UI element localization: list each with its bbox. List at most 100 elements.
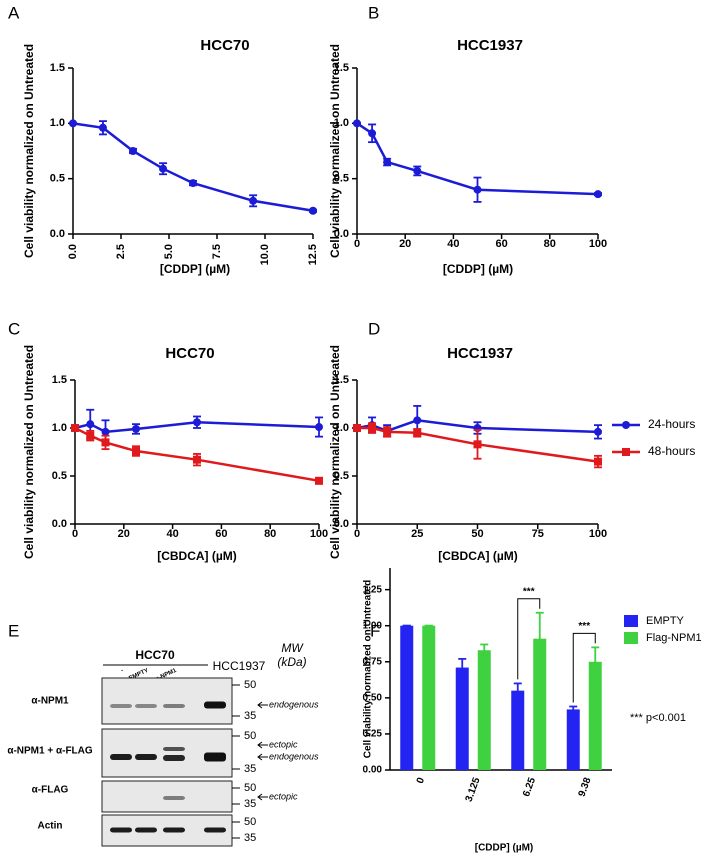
marker [132, 447, 140, 456]
row-label: α-NPM1 + α-FLAG [7, 746, 93, 757]
y-tick-label: 1.0 [334, 117, 349, 129]
x-tick-label: 100 [310, 528, 328, 540]
mw-marker: 35 [244, 763, 256, 775]
x-tick-label: 9.38 [577, 776, 594, 798]
marker [86, 431, 95, 440]
y-tick-label: 0.0 [52, 518, 67, 530]
x-tick-label: 50 [471, 528, 483, 540]
blot-band [204, 701, 226, 709]
legend-marker [622, 448, 630, 456]
y-tick-label: 0.0 [334, 518, 349, 530]
marker [353, 424, 361, 432]
error-bar [513, 682, 522, 699]
marker [315, 476, 323, 485]
marker [473, 185, 482, 194]
y-axis-label: Cell viability normalized on Untreated [328, 345, 342, 559]
mw-marker: 35 [244, 832, 256, 844]
lane-label: - [120, 668, 124, 674]
marker [69, 119, 77, 128]
y-tick-label: 0.5 [50, 173, 65, 185]
legend-label: EMPTY [646, 615, 685, 627]
row-label: α-NPM1 [31, 696, 69, 707]
x-tick-label: 0 [354, 238, 360, 250]
mw-marker: 50 [244, 782, 256, 794]
chart-title: HCC1937 [447, 345, 513, 362]
blot-band [163, 747, 185, 751]
y-axis-label: Cell viability normalized on Untreated [22, 44, 36, 258]
marker [413, 166, 422, 175]
marker [159, 164, 168, 173]
panel-letter: C [8, 319, 20, 338]
marker [383, 427, 392, 436]
note-arrow [257, 753, 268, 761]
marker [315, 423, 323, 432]
bar [422, 625, 436, 770]
blot-band [135, 754, 157, 760]
blot-band [110, 827, 132, 833]
series-line [72, 122, 314, 212]
blot-band [204, 752, 226, 762]
chart-title: HCC1937 [457, 37, 523, 54]
marker [413, 428, 422, 437]
y-tick-label: 1.5 [50, 62, 65, 74]
x-tick-label: 7.5 [211, 244, 223, 259]
error-bar [535, 611, 544, 666]
blot-band [163, 796, 185, 800]
y-tick-label: 1.25 [363, 584, 383, 595]
marker [473, 440, 482, 449]
x-tick-label: 10.0 [259, 244, 271, 265]
y-tick-label: 0.00 [363, 765, 383, 776]
bar [588, 661, 602, 770]
x-tick-label: 20 [118, 528, 130, 540]
legend-marker [622, 421, 630, 429]
x-axis-label: [CBDCA] (µM) [438, 549, 518, 563]
marker [594, 190, 602, 199]
blot-band [204, 827, 226, 833]
y-tick-label: 0.0 [334, 228, 349, 240]
y-tick-label: 1.0 [334, 422, 349, 434]
y-tick-label: 0.0 [50, 228, 65, 240]
bar [400, 625, 414, 770]
x-tick-label: 100 [589, 528, 607, 540]
error-bar [591, 646, 600, 678]
x-tick-label: 60 [495, 238, 507, 250]
mw-marker: 50 [244, 679, 256, 691]
note-arrow [257, 701, 268, 709]
y-tick-label: 1.5 [334, 62, 349, 74]
y-tick-label: 1.0 [50, 117, 65, 129]
legend-label: 48-hours [648, 444, 695, 458]
marker [594, 427, 602, 436]
blot-band [135, 704, 157, 708]
marker [249, 196, 258, 205]
blot-band [110, 754, 132, 760]
marker [594, 457, 602, 466]
lane-label: HCC1937 [213, 659, 266, 673]
panel-letter: A [8, 3, 20, 22]
footnote: *** p<0.001 [630, 712, 686, 724]
blot-band [163, 827, 185, 833]
x-tick-label: 6.25 [521, 776, 538, 798]
chart-title: HCC70 [165, 345, 214, 362]
y-tick-label: 0.5 [334, 173, 349, 185]
marker [353, 119, 361, 128]
panel-letter: B [368, 3, 379, 22]
mw-marker: 50 [244, 816, 256, 828]
y-tick-label: 0.5 [334, 470, 349, 482]
chart-title: HCC70 [200, 37, 249, 54]
marker [193, 418, 201, 427]
y-tick-label: 1.5 [334, 374, 349, 386]
x-tick-label: 80 [544, 238, 556, 250]
bar [511, 690, 525, 770]
y-tick-label: 0.25 [363, 729, 383, 740]
blot-band [110, 704, 132, 708]
marker [413, 416, 422, 425]
marker [101, 427, 110, 436]
note-arrow [257, 741, 268, 749]
band-note: endogenous [269, 699, 319, 709]
y-tick-label: 0.75 [363, 656, 383, 667]
legend-label: 24-hours [648, 417, 695, 431]
mw-marker: 35 [244, 798, 256, 810]
y-tick-label: 1.00 [363, 620, 383, 631]
y-axis-label: Cell viability normalized on Untreated [22, 345, 36, 559]
